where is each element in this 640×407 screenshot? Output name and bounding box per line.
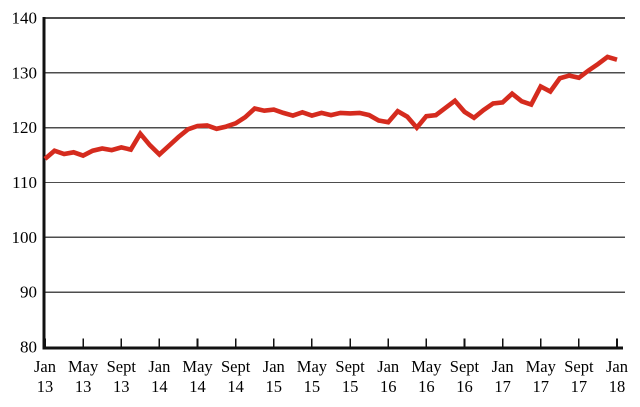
x-axis-labels: Jan13May13Sept13Jan14May14Sept14Jan15May… <box>34 357 628 396</box>
x-tick-label-year: 17 <box>532 377 549 396</box>
x-tick-label-year: 15 <box>342 377 359 396</box>
x-tick-label-month: May <box>411 357 442 376</box>
x-tick-label-month: Jan <box>492 357 514 376</box>
x-tick-label-month: Jan <box>263 357 285 376</box>
x-tick-label-month: Sept <box>564 357 594 376</box>
y-tick-label: 100 <box>12 228 38 247</box>
y-tick-label: 110 <box>12 173 37 192</box>
x-tick-label-month: May <box>526 357 557 376</box>
x-tick-label-year: 14 <box>189 377 206 396</box>
x-tick-label-year: 15 <box>304 377 321 396</box>
x-tick-label-year: 17 <box>494 377 511 396</box>
x-tick-label-year: 17 <box>571 377 588 396</box>
x-tick-label-year: 13 <box>75 377 92 396</box>
x-tick-label-month: Sept <box>221 357 251 376</box>
y-tick-label: 90 <box>20 283 37 302</box>
x-tick-label-month: Jan <box>34 357 56 376</box>
x-tick-label-month: Jan <box>148 357 170 376</box>
x-tick-label-year: 16 <box>418 377 435 396</box>
axes <box>42 17 623 350</box>
x-ticks <box>44 338 618 347</box>
y-gridlines <box>44 17 625 293</box>
x-tick-label-month: Jan <box>606 357 628 376</box>
x-tick-label-year: 15 <box>266 377 283 396</box>
x-tick-label-month: Sept <box>450 357 480 376</box>
x-tick-label-year: 16 <box>380 377 397 396</box>
data-line-series <box>43 54 618 161</box>
x-tick-label-year: 14 <box>151 377 168 396</box>
x-tick-label-year: 14 <box>227 377 244 396</box>
y-tick-label: 140 <box>12 9 38 28</box>
x-tick-label-year: 18 <box>609 377 626 396</box>
x-tick-label-month: May <box>182 357 213 376</box>
x-tick-label-year: 13 <box>37 377 54 396</box>
y-axis-labels: 80 90 100 110 120 130 140 <box>12 9 38 357</box>
y-tick-label: 80 <box>20 338 37 357</box>
x-tick-label-year: 13 <box>113 377 130 396</box>
y-tick-label: 130 <box>12 63 38 82</box>
y-tick-label: 120 <box>12 118 38 137</box>
x-tick-label-month: Sept <box>335 357 365 376</box>
x-tick-label-month: Sept <box>107 357 137 376</box>
x-tick-label-month: May <box>297 357 328 376</box>
x-tick-label-month: Jan <box>377 357 399 376</box>
x-tick-label-month: May <box>68 357 99 376</box>
x-tick-label-year: 16 <box>456 377 473 396</box>
